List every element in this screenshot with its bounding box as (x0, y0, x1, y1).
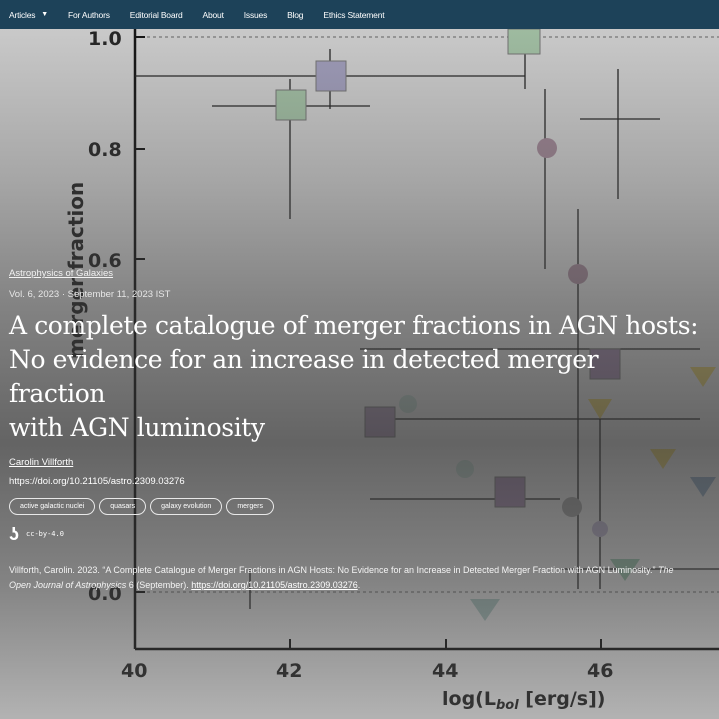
volume-date: Vol. 6, 2023 · September 11, 2023 IST (9, 289, 171, 300)
tag-galaxy-evolution[interactable]: galaxy evolution (150, 498, 223, 515)
nav-articles[interactable]: Articles ▼ (9, 10, 48, 20)
citation-end: . (357, 580, 361, 590)
nav-issues[interactable]: Issues (243, 9, 268, 20)
license-row: ʖ cc-by-4.0 (9, 525, 709, 543)
nav-label: Ethics Statement (323, 9, 385, 20)
title-line-3: with AGN luminosity (9, 413, 265, 442)
nav-label: Issues (243, 9, 268, 20)
keyword-tags: active galactic nuclei quasars galaxy ev… (9, 498, 709, 515)
nav-label: Editorial Board (129, 9, 183, 20)
tag-active-galactic-nuclei[interactable]: active galactic nuclei (9, 498, 96, 515)
open-access-icon: ʖ (9, 524, 20, 544)
nav-ethics-statement[interactable]: Ethics Statement (323, 10, 384, 20)
x-tick-46: 46 (587, 660, 613, 682)
nav-blog[interactable]: Blog (287, 10, 303, 20)
y-tick-1-0: 1.0 (88, 29, 122, 50)
x-axis-label-main: log(L (442, 688, 496, 710)
nav-label: Blog (287, 9, 304, 20)
x-tick-44: 44 (432, 660, 458, 682)
tag-mergers[interactable]: mergers (226, 498, 274, 515)
license-label[interactable]: cc-by-4.0 (26, 530, 64, 538)
y-tick-0-8: 0.8 (88, 139, 122, 161)
nav-for-authors[interactable]: For Authors (68, 10, 110, 20)
title-line-1: A complete catalogue of merger fractions… (9, 311, 699, 340)
author-link[interactable]: Carolin Villforth (9, 457, 74, 468)
x-axis-label-sub: bol (496, 698, 519, 713)
title-line-2: No evidence for an increase in detected … (9, 345, 599, 408)
nav-about[interactable]: About (203, 10, 224, 20)
nav-label: For Authors (68, 9, 110, 20)
citation-text: Villforth, Carolin. 2023. “A Complete Ca… (9, 563, 689, 593)
category-link[interactable]: Astrophysics of Galaxies (9, 268, 114, 279)
top-navbar: Articles ▼ For Authors Editorial Board A… (0, 0, 719, 29)
nav-label: About (202, 9, 224, 20)
x-axis-label: log(Lbol [erg/s]) (442, 688, 605, 713)
tag-quasars[interactable]: quasars (99, 498, 147, 515)
article-title: A complete catalogue of merger fractions… (9, 309, 699, 445)
x-axis-label-tail: [erg/s]) (519, 688, 606, 710)
article-header: Astrophysics of Galaxies Vol. 6, 2023 · … (9, 263, 709, 593)
citation-suffix: 6 (September). (126, 580, 192, 590)
x-tick-40: 40 (121, 660, 147, 682)
doi-link[interactable]: https://doi.org/10.21105/astro.2309.0327… (9, 476, 185, 487)
x-tick-42: 42 (276, 660, 302, 682)
citation-prefix: Villforth, Carolin. 2023. “A Complete Ca… (9, 565, 658, 575)
nav-articles-label: Articles (9, 9, 36, 20)
nav-editorial-board[interactable]: Editorial Board (130, 10, 183, 20)
chevron-down-icon: ▼ (41, 11, 49, 18)
citation-doi-link[interactable]: https://doi.org/10.21105/astro.2309.0327… (191, 580, 358, 590)
